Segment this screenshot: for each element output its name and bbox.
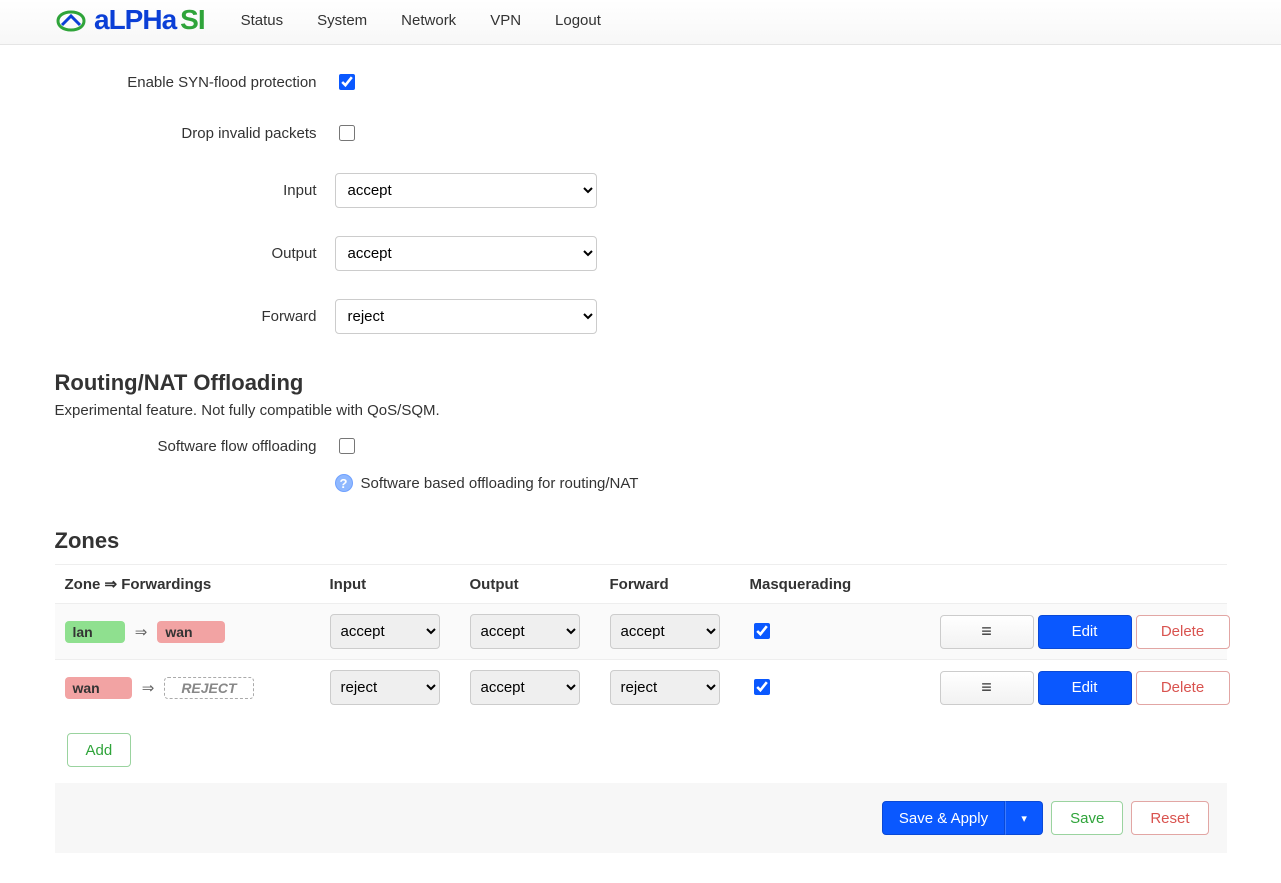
nav-system[interactable]: System [317, 12, 367, 29]
arrow-icon: ⇒ [142, 679, 155, 697]
nav-vpn[interactable]: VPN [490, 12, 521, 29]
reset-button[interactable]: Reset [1131, 801, 1208, 835]
heading-zones: Zones [55, 528, 1227, 554]
label-syn-flood: Enable SYN-flood protection [55, 74, 335, 91]
help-sw-offloading: ? Software based offloading for routing/… [335, 474, 639, 492]
zone-row: lan ⇒ wan acceptrejectdrop acceptrejectdrop a… [55, 603, 1227, 659]
text-offloading-desc: Experimental feature. Not fully compatib… [55, 402, 1227, 419]
label-drop-invalid: Drop invalid packets [55, 125, 335, 142]
save-button[interactable]: Save [1051, 801, 1123, 835]
col-masquerading: Masquerading [750, 576, 940, 593]
brand-text-suffix: SI [180, 4, 204, 36]
zone-input-select[interactable]: acceptrejectdrop [330, 670, 440, 705]
label-forward-policy: Forward [55, 308, 335, 325]
select-output-policy[interactable]: acceptrejectdrop [335, 236, 597, 271]
arrow-icon: ⇒ [135, 623, 148, 641]
save-apply-caret-button[interactable]: ▾ [1005, 801, 1043, 835]
col-forward: Forward [610, 576, 750, 593]
zone-badge-to[interactable]: wan [157, 621, 224, 643]
zone-badge-from[interactable]: wan [65, 677, 132, 699]
add-zone-button[interactable]: Add [67, 733, 132, 767]
nav-network[interactable]: Network [401, 12, 456, 29]
brand-text-main: aLPHa [94, 4, 176, 36]
zone-delete-button[interactable]: Delete [1136, 615, 1230, 649]
zone-edit-button[interactable]: Edit [1038, 615, 1132, 649]
save-apply-button[interactable]: Save & Apply [882, 801, 1005, 835]
zone-drag-handle[interactable]: ≡ [940, 671, 1034, 705]
col-output: Output [470, 576, 610, 593]
label-input-policy: Input [55, 182, 335, 199]
label-output-policy: Output [55, 245, 335, 262]
zone-masq-checkbox[interactable] [754, 623, 770, 639]
zones-table: Zone ⇒ Forwardings Input Output Forward … [55, 564, 1227, 715]
zone-delete-button[interactable]: Delete [1136, 671, 1230, 705]
zone-masq-checkbox[interactable] [754, 679, 770, 695]
brand-logo: aLPHa SI [54, 4, 205, 36]
label-sw-offloading: Software flow offloading [55, 438, 335, 455]
col-input: Input [330, 576, 470, 593]
zone-forward-select[interactable]: acceptrejectdrop [610, 670, 720, 705]
zone-forward-select[interactable]: acceptrejectdrop [610, 614, 720, 649]
zone-row: wan ⇒ REJECT acceptrejectdrop acceptrejectdr… [55, 659, 1227, 715]
select-input-policy[interactable]: acceptrejectdrop [335, 173, 597, 208]
select-forward-policy[interactable]: acceptrejectdrop [335, 299, 597, 334]
help-icon: ? [335, 474, 353, 492]
footer-actions: Save & Apply ▾ Save Reset [55, 783, 1227, 853]
checkbox-drop-invalid[interactable] [339, 125, 355, 141]
brand-mark-icon [54, 8, 88, 32]
zone-output-select[interactable]: acceptrejectdrop [470, 614, 580, 649]
top-nav: Status System Network VPN Logout [241, 12, 601, 29]
zone-input-select[interactable]: acceptrejectdrop [330, 614, 440, 649]
topbar: aLPHa SI Status System Network VPN Logou… [0, 0, 1281, 45]
zone-reject-badge[interactable]: REJECT [164, 677, 253, 699]
nav-status[interactable]: Status [241, 12, 284, 29]
col-zone-forwardings: Zone ⇒ Forwardings [65, 575, 330, 593]
zone-badge-from[interactable]: lan [65, 621, 125, 643]
help-sw-offloading-text: Software based offloading for routing/NA… [361, 475, 639, 492]
checkbox-sw-offloading[interactable] [339, 438, 355, 454]
heading-offloading: Routing/NAT Offloading [55, 370, 1227, 396]
zone-drag-handle[interactable]: ≡ [940, 615, 1034, 649]
nav-logout[interactable]: Logout [555, 12, 601, 29]
checkbox-syn-flood[interactable] [339, 74, 355, 90]
zone-output-select[interactable]: acceptrejectdrop [470, 670, 580, 705]
zone-edit-button[interactable]: Edit [1038, 671, 1132, 705]
